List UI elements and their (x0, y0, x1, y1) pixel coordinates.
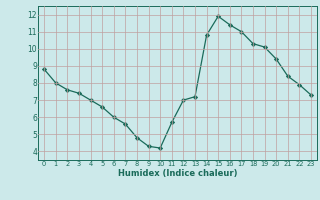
X-axis label: Humidex (Indice chaleur): Humidex (Indice chaleur) (118, 169, 237, 178)
